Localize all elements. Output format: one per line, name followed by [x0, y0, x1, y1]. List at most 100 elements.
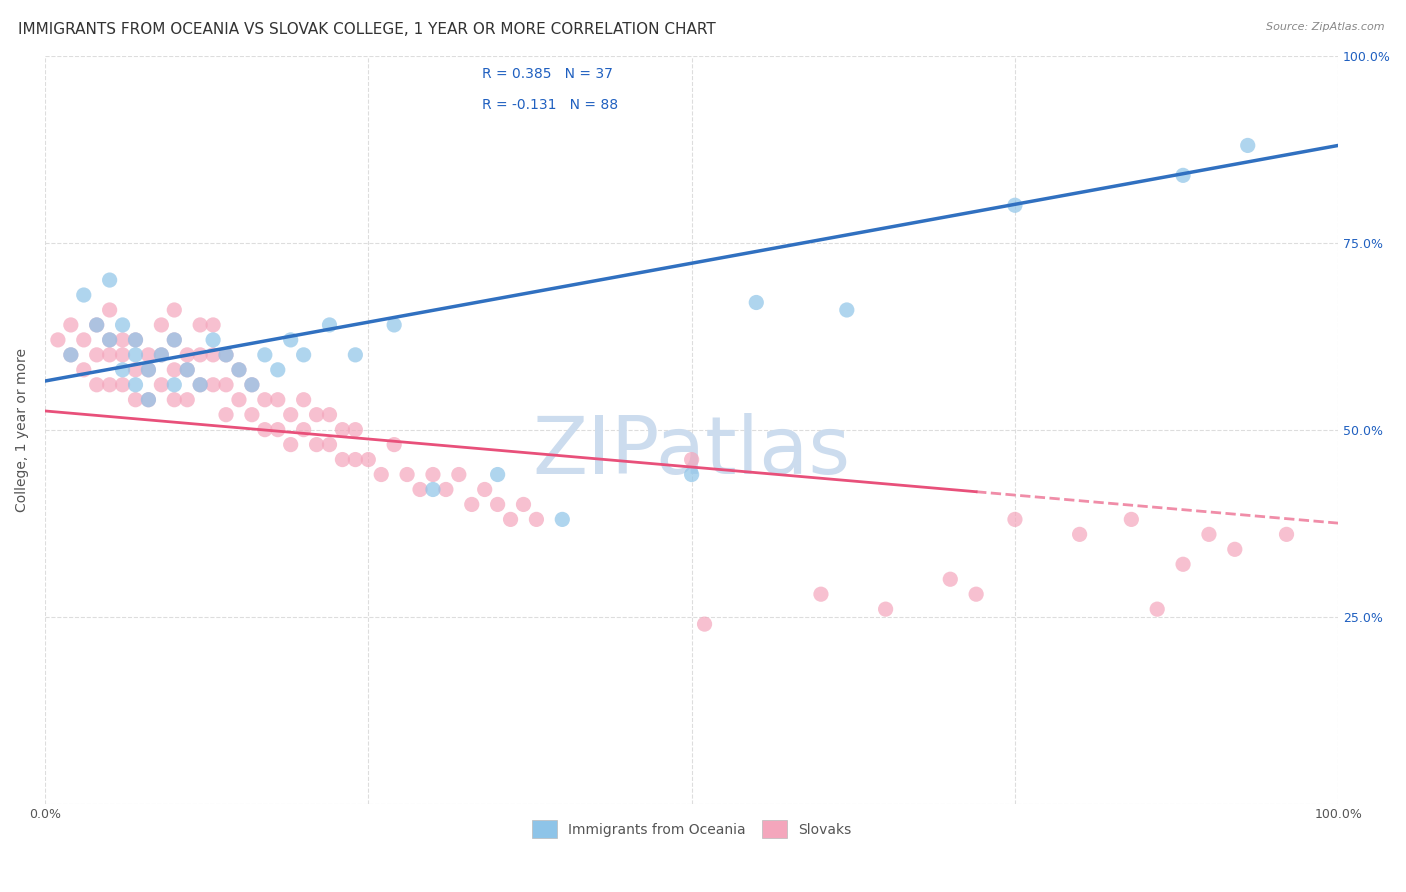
Point [176, 348, 198, 362]
Point [176, 363, 198, 377]
Point [163, 377, 186, 392]
Point [111, 363, 134, 377]
Point [240, 408, 263, 422]
Point [215, 348, 238, 362]
Point [253, 423, 276, 437]
Point [202, 333, 225, 347]
Point [86, 377, 108, 392]
Point [396, 467, 419, 482]
Point [253, 348, 276, 362]
Point [215, 348, 238, 362]
Text: R = 0.385   N = 37: R = 0.385 N = 37 [482, 67, 613, 81]
Point [280, 408, 302, 422]
Text: R = -0.131   N = 88: R = -0.131 N = 88 [482, 97, 619, 112]
Point [267, 363, 290, 377]
Point [124, 333, 146, 347]
Point [150, 318, 173, 332]
Point [111, 377, 134, 392]
Point [163, 303, 186, 318]
Point [526, 512, 548, 526]
Point [73, 288, 96, 302]
Point [163, 392, 186, 407]
Point [138, 363, 160, 377]
Point [486, 498, 509, 512]
Point [240, 377, 263, 392]
Y-axis label: College, 1 year or more: College, 1 year or more [15, 348, 30, 512]
Point [215, 377, 238, 392]
Point [1121, 512, 1143, 526]
Point [176, 363, 198, 377]
Point [267, 392, 290, 407]
Point [280, 333, 302, 347]
Point [98, 303, 121, 318]
Point [1069, 527, 1091, 541]
Point [253, 392, 276, 407]
Point [422, 483, 444, 497]
Point [344, 423, 367, 437]
Point [59, 318, 82, 332]
Point [150, 348, 173, 362]
Point [305, 408, 328, 422]
Point [280, 437, 302, 451]
Point [138, 363, 160, 377]
Point [188, 348, 211, 362]
Point [86, 348, 108, 362]
Point [292, 423, 315, 437]
Point [357, 452, 380, 467]
Point [382, 318, 405, 332]
Point [474, 483, 496, 497]
Point [111, 318, 134, 332]
Point [551, 512, 574, 526]
Point [745, 295, 768, 310]
Point [124, 333, 146, 347]
Point [111, 333, 134, 347]
Point [150, 348, 173, 362]
Point [138, 392, 160, 407]
Point [681, 452, 703, 467]
Point [86, 318, 108, 332]
Point [240, 377, 263, 392]
Point [202, 377, 225, 392]
Point [1004, 198, 1026, 212]
Point [486, 467, 509, 482]
Point [1171, 169, 1194, 183]
Point [98, 348, 121, 362]
Point [98, 333, 121, 347]
Point [267, 423, 290, 437]
Point [138, 348, 160, 362]
Point [422, 467, 444, 482]
Point [875, 602, 897, 616]
Point [98, 377, 121, 392]
Point [318, 437, 340, 451]
Point [188, 377, 211, 392]
Point [332, 452, 354, 467]
Point [202, 348, 225, 362]
Point [188, 318, 211, 332]
Point [461, 498, 484, 512]
Point [46, 333, 69, 347]
Point [215, 408, 238, 422]
Point [59, 348, 82, 362]
Point [73, 333, 96, 347]
Point [124, 363, 146, 377]
Point [965, 587, 987, 601]
Point [370, 467, 392, 482]
Point [1146, 602, 1168, 616]
Point [1004, 512, 1026, 526]
Point [1223, 542, 1246, 557]
Point [138, 392, 160, 407]
Point [163, 363, 186, 377]
Point [409, 483, 432, 497]
Point [111, 348, 134, 362]
Point [228, 363, 250, 377]
Point [447, 467, 470, 482]
Point [1171, 558, 1194, 572]
Point [344, 452, 367, 467]
Point [318, 318, 340, 332]
Point [835, 303, 858, 318]
Point [202, 318, 225, 332]
Point [98, 273, 121, 287]
Point [344, 348, 367, 362]
Point [150, 377, 173, 392]
Point [1198, 527, 1220, 541]
